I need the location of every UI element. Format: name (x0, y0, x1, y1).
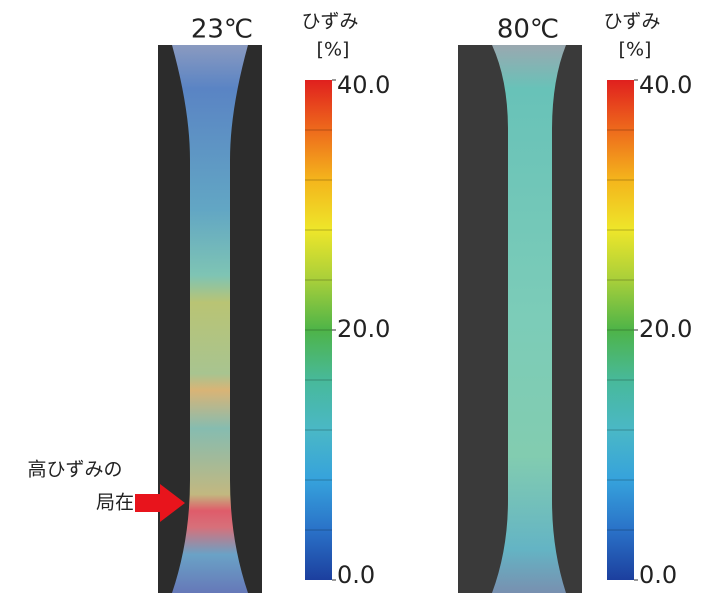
tick-label: 20.0 (639, 315, 692, 343)
tick-label: 40.0 (337, 71, 390, 99)
colorbar-label: ひずみ (603, 11, 660, 33)
figure: 高ひずみの 局在 23℃ ひずみ [%] 40.0 20.0 0.0 80℃ ひずみ [%] 40… (0, 0, 704, 593)
tick-label: 40.0 (639, 71, 692, 99)
tick-label: 0.0 (639, 561, 677, 589)
colorbar-label: ひずみ (301, 11, 358, 33)
colorbar-label: [%] (619, 39, 652, 61)
annotation: 局在 (96, 492, 134, 514)
panel-title: 23℃ (191, 15, 253, 45)
tick-label: 20.0 (337, 315, 390, 343)
panel-title: 80℃ (497, 15, 559, 45)
colorbar-label: [%] (317, 39, 350, 61)
annotation: 高ひずみの (27, 459, 122, 481)
tick-label: 0.0 (337, 561, 375, 589)
